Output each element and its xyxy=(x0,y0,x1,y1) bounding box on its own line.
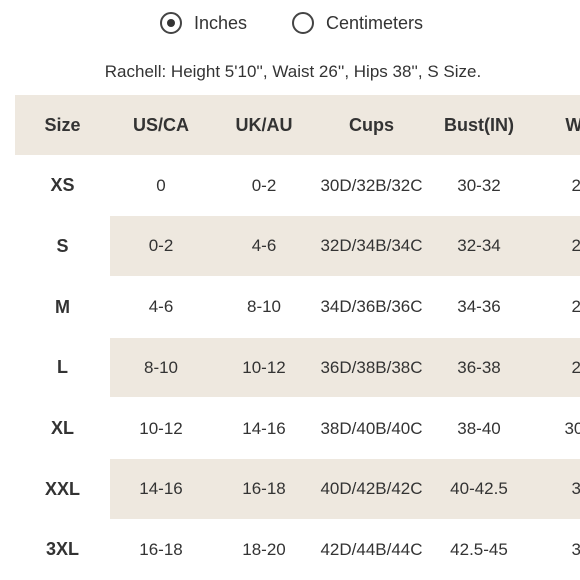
table-cell: L xyxy=(57,357,68,378)
table-cell: 40-42.5 xyxy=(450,479,508,499)
model-note: Rachell: Height 5'10'', Waist 26'', Hips… xyxy=(104,62,482,81)
table-cell: 0-2 xyxy=(251,175,277,195)
table-cell: S xyxy=(56,235,69,256)
table-cell: 36D/38B/38C xyxy=(320,357,423,377)
table-cell: 38-40 xyxy=(457,418,501,438)
table-cell: 42.5-45 xyxy=(450,539,508,559)
row-background xyxy=(15,95,580,155)
header-cell: Wai xyxy=(565,114,580,135)
table-cell: 4-6 xyxy=(251,236,277,256)
table-cell: 38D/40B/40C xyxy=(320,418,423,438)
table-row: L 8-10 10-12 36D/38B/38C 36-38 28 xyxy=(15,337,580,399)
table-cell: 0-2 xyxy=(148,236,174,256)
table-row: S 0-2 4-6 32D/34B/34C 32-34 24 xyxy=(15,216,580,277)
table-cell: 3XL xyxy=(45,539,79,560)
header-row: Size US/CA UK/AU Cups Bust(IN) Wai xyxy=(15,95,580,156)
table-cell: 8-10 xyxy=(143,357,179,377)
header-cell: US/CA xyxy=(132,114,189,135)
table-cell: 32D/34B/34C xyxy=(320,236,423,256)
row-background xyxy=(110,216,580,277)
table-cell: 8-10 xyxy=(246,297,282,317)
table-cell: 24 xyxy=(571,236,580,256)
table-cell: XXL xyxy=(44,478,80,499)
header-cell: UK/AU xyxy=(235,114,293,135)
table-cell: 22 xyxy=(571,175,580,195)
table-cell: 10-12 xyxy=(139,418,183,438)
table-cell: 40D/42B/42C xyxy=(320,479,423,499)
table-row: M 4-6 8-10 34D/36B/36C 34-36 26 xyxy=(15,277,580,338)
table-row: 3XL 16-18 18-20 42D/44B/44C 42.5-45 37 xyxy=(15,520,580,580)
table-cell: 30.5 xyxy=(564,418,580,438)
radio-button[interactable] xyxy=(160,12,182,34)
header-cell: Size xyxy=(44,114,81,135)
table-cell: 16-18 xyxy=(242,479,286,499)
table-cell: 10-12 xyxy=(242,357,286,377)
table-cell: 16-18 xyxy=(139,539,183,559)
radio-option[interactable]: Inches xyxy=(160,10,247,36)
table-cell: 14-16 xyxy=(139,479,183,499)
header-cell: Cups xyxy=(349,114,394,135)
table-cell: 18-20 xyxy=(242,539,286,559)
table-cell: 32-34 xyxy=(457,236,501,256)
table-cell: 34D/36B/36C xyxy=(320,297,423,317)
table-row: XXL 14-16 16-18 40D/42B/42C 40-42.5 33 xyxy=(15,459,580,520)
table-cell: 33 xyxy=(571,479,580,499)
table-cell: M xyxy=(55,296,70,317)
table-row: XS 0 0-2 30D/32B/32C 30-32 22 xyxy=(15,156,580,217)
radio-option[interactable]: Centimeters xyxy=(292,10,423,36)
table-cell: 34-36 xyxy=(457,297,501,317)
table-cell: 26 xyxy=(571,297,580,317)
radio-button[interactable] xyxy=(292,12,314,34)
row-background xyxy=(110,337,580,398)
table-cell: XS xyxy=(50,175,75,196)
row-background xyxy=(110,459,580,519)
table-cell: 30D/32B/32C xyxy=(320,175,423,195)
table-cell: 14-16 xyxy=(242,418,286,438)
header-cell: Bust(IN) xyxy=(444,114,514,135)
table-cell: 0 xyxy=(156,175,166,195)
table-cell: 28 xyxy=(571,357,580,377)
table-cell: 36-38 xyxy=(457,357,501,377)
table-row: XL 10-12 14-16 38D/40B/40C 38-40 30.5 xyxy=(15,399,580,460)
table-cell: 42D/44B/44C xyxy=(320,539,423,559)
radio-label[interactable]: Centimeters xyxy=(326,12,424,33)
table-cell: 37 xyxy=(571,539,580,559)
table-cell: 30-32 xyxy=(457,175,501,195)
size-table: Size US/CA UK/AU Cups Bust(IN) Wai XS 0 0-2 30D/3… xyxy=(15,95,580,580)
table-cell: XL xyxy=(50,418,74,438)
table-cell: 4-6 xyxy=(148,297,174,317)
radio-label[interactable]: Inches xyxy=(194,12,248,33)
